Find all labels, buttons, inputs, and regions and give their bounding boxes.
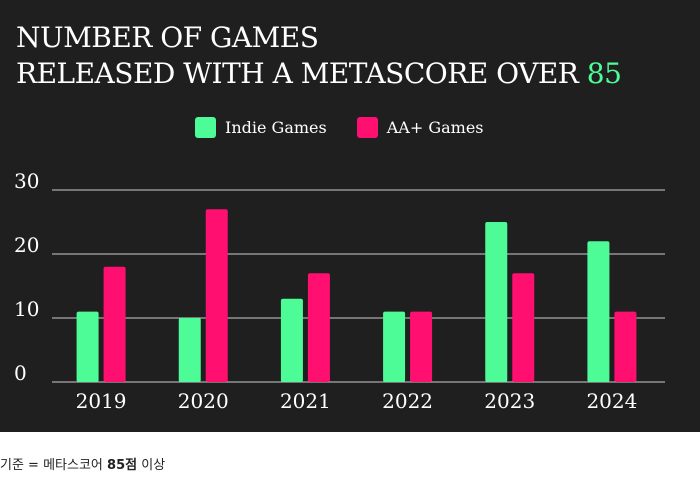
x-tick-label-2020: 2020 [178, 389, 229, 413]
footnote-prefix: 기준 = 메타스코어 [0, 458, 103, 473]
bar-aa-2019 [103, 266, 126, 382]
title-accent-number: 85 [586, 57, 622, 90]
bar-aa-2020 [205, 209, 228, 382]
bar-indie-2019 [76, 311, 99, 382]
bar-chart: 0 10 20 30 2019 2020 2021 2022 2023 2024 [14, 169, 665, 413]
legend-item-indie: Indie Games [195, 116, 327, 138]
bar-indie-2022 [383, 311, 406, 382]
footnote-suffix: 이상 [141, 458, 166, 473]
legend-item-aa: AA+ Games [356, 116, 484, 138]
footnote-bold: 85점 [107, 458, 138, 473]
bar-indie-2023 [485, 222, 508, 382]
legend-label-aa: AA+ Games [386, 117, 484, 137]
bar-indie-2021 [280, 298, 303, 382]
y-tick-label-30: 30 [14, 169, 39, 193]
bar-aa-2021 [307, 273, 330, 382]
x-tick-label-2024: 2024 [586, 389, 637, 413]
chart-panel: NUMBER OF GAMES RELEASED WITH A METASCOR… [0, 0, 700, 432]
bar-aa-2024 [614, 311, 637, 382]
title-line-1: NUMBER OF GAMES [16, 21, 319, 54]
legend: Indie Games AA+ Games [195, 116, 514, 138]
footnote: 기준 = 메타스코어 85점 이상 [0, 454, 165, 473]
legend-swatch-indie [195, 116, 216, 138]
bar-aa-2022 [410, 311, 433, 382]
y-tick-label-10: 10 [14, 297, 39, 321]
x-tick-label-2021: 2021 [280, 389, 331, 413]
y-tick-label-20: 20 [14, 233, 39, 257]
title-line-2: RELEASED WITH A METASCORE OVER 85 [16, 56, 622, 92]
bar-aa-2023 [512, 273, 535, 382]
legend-label-indie: Indie Games [225, 117, 327, 137]
legend-swatch-aa [356, 116, 378, 138]
x-tick-label-2022: 2022 [382, 389, 433, 413]
bar-indie-2024 [587, 241, 610, 382]
x-tick-label-2019: 2019 [76, 389, 127, 413]
title-line-2-text: RELEASED WITH A METASCORE OVER [16, 57, 579, 90]
bar-indie-2020 [178, 318, 201, 382]
x-tick-label-2023: 2023 [484, 389, 535, 413]
y-tick-label-0: 0 [14, 361, 27, 385]
chart-title: NUMBER OF GAMES RELEASED WITH A METASCOR… [16, 20, 622, 92]
